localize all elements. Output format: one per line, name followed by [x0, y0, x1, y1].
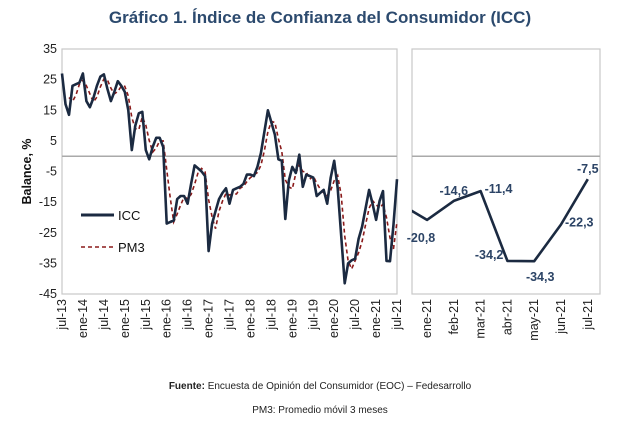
y-tick-label: -35	[39, 256, 57, 270]
x-tick-label: jul-20	[348, 299, 362, 331]
x-tick-label: jul-18	[264, 299, 278, 331]
y-tick-label: -25	[39, 226, 57, 240]
x-tick-label: jul-15	[139, 299, 153, 331]
x-tick-label: jul-17	[223, 299, 237, 331]
data-label: -14,6	[440, 184, 469, 198]
x-tick-label: ene-19	[285, 299, 299, 338]
y-tick-label: 15	[43, 103, 57, 117]
x-tick-label: ene-16	[160, 299, 174, 338]
x-tick-label-recent: may-21	[527, 299, 541, 341]
data-label: -7,5	[577, 162, 599, 176]
x-tick-label: ene-18	[243, 299, 257, 338]
x-tick-label-recent: abr-21	[500, 299, 514, 335]
pm3-note: PM3: Promedio móvil 3 meses	[252, 405, 388, 416]
y-axis-label: Balance, %	[20, 138, 34, 204]
y-tick-label: 35	[43, 42, 57, 56]
x-tick-label: ene-21	[369, 299, 383, 338]
legend-icc-label: ICC	[118, 208, 140, 223]
x-tick-label: jul-16	[181, 299, 195, 331]
pm3-series-line	[68, 77, 398, 272]
chart-title: Gráfico 1. Índice de Confianza del Consu…	[108, 8, 532, 27]
legend-pm3-label: PM3	[118, 240, 145, 255]
icc-series-line	[60, 72, 399, 285]
plot-area-right	[411, 48, 601, 295]
x-tick-label-recent: feb-21	[447, 299, 461, 334]
x-tick-label-recent: mar-21	[474, 299, 488, 339]
x-tick-label: ene-14	[76, 299, 90, 338]
data-label: -22,3	[565, 215, 594, 229]
y-tick-label: -5	[46, 165, 57, 179]
y-tick-label: -45	[39, 287, 57, 301]
plot-area-left	[61, 48, 398, 295]
source-note: Fuente: Encuesta de Opinión del Consumid…	[0, 381, 640, 392]
y-tick-label: -15	[39, 195, 57, 209]
x-tick-label: ene-20	[327, 299, 341, 338]
source-label: Fuente:	[168, 381, 205, 392]
data-label: -34,3	[526, 270, 555, 284]
x-tick-label-recent: jul-21	[581, 299, 595, 331]
source-text: Encuesta de Opinión del Consumidor (EOC)…	[204, 381, 472, 392]
x-tick-label: jul-13	[55, 299, 69, 331]
y-tick-label: 5	[50, 134, 57, 148]
x-tick-label: ene-15	[118, 299, 132, 338]
icc-recent-line	[412, 178, 589, 263]
x-tick-label-recent: ene-21	[420, 299, 434, 338]
x-tick-label: jul-19	[306, 299, 320, 331]
y-tick-label: 25	[43, 73, 57, 87]
data-label: -20,8	[407, 231, 436, 245]
x-tick-label: jul-21	[390, 299, 404, 331]
x-tick-label: ene-17	[202, 299, 216, 338]
data-label: -11,4	[485, 182, 513, 196]
x-tick-label: jul-14	[97, 299, 111, 331]
x-tick-label-recent: jun-21	[554, 299, 568, 335]
data-label: -34,2	[475, 248, 504, 262]
